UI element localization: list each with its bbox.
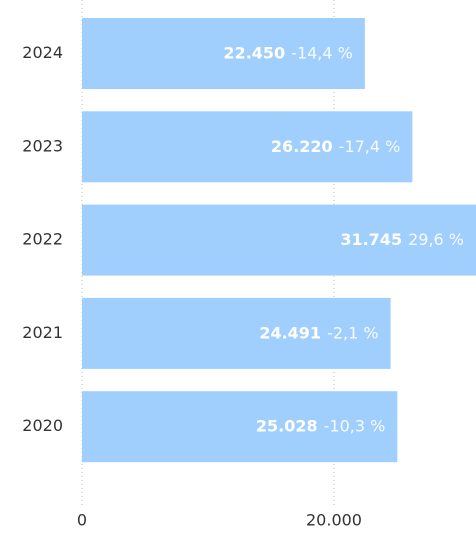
data-label: 24.491 -2,1 % [259,323,378,342]
value-label: 24.491 [259,323,321,342]
bar [82,297,391,369]
bars [82,18,476,463]
bar [82,204,476,276]
change-label: -17,4 % [339,136,401,155]
y-tick-label: 2021 [22,323,63,342]
y-tick-label: 2024 [22,43,63,62]
y-tick-label: 2020 [22,416,63,435]
change-label: -14,4 % [291,43,353,62]
change-label: -2,1 % [327,323,379,342]
change-label: 29,6 % [408,230,464,249]
bar [82,18,365,89]
y-tick-label: 2023 [22,136,63,155]
x-tick-label: 20.000 [306,511,362,530]
value-label: 22.450 [223,43,285,62]
x-tick-label: 0 [77,511,87,530]
data-label: 25.028 -10,3 % [256,416,385,435]
change-label: -10,3 % [324,416,386,435]
data-label: 31.745 29,6 % [340,230,464,249]
data-label: 22.450 -14,4 % [223,43,352,62]
value-label: 26.220 [271,136,333,155]
value-label: 25.028 [256,416,318,435]
bar [82,111,413,183]
bar [82,391,398,463]
value-label: 31.745 [340,230,402,249]
y-tick-label: 2022 [22,230,63,249]
data-label: 26.220 -17,4 % [271,136,400,155]
